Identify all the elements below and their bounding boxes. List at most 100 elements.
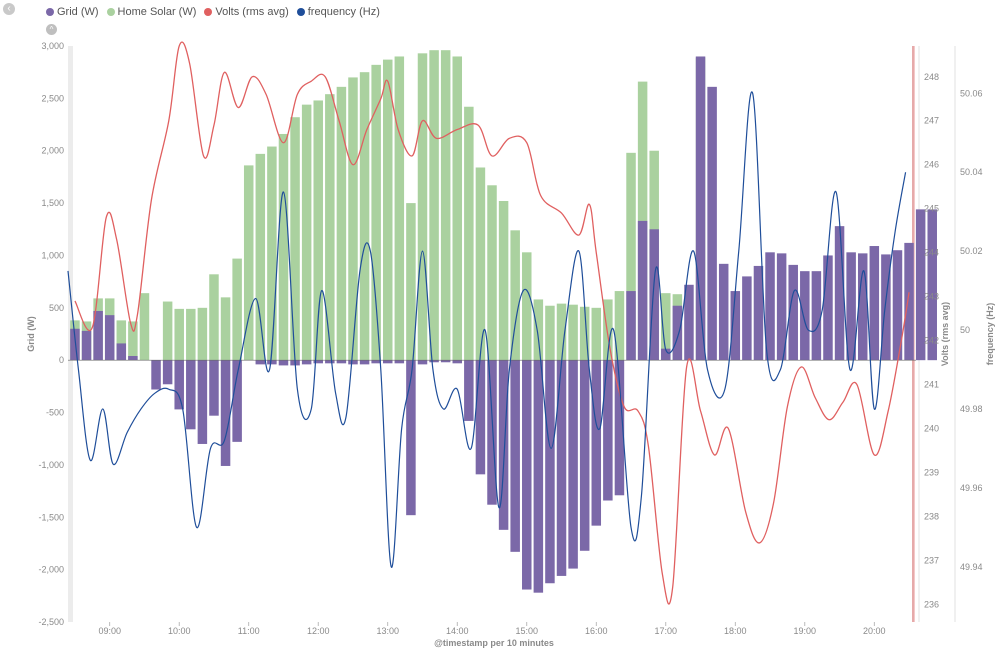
x-tick-label: 13:00 bbox=[376, 626, 399, 636]
grid-bar bbox=[846, 252, 856, 361]
legend-dot-volts-icon bbox=[204, 8, 213, 16]
y-left-tick-label: 500 bbox=[49, 303, 64, 313]
grid-bar bbox=[209, 360, 219, 416]
grid-bar bbox=[255, 360, 266, 365]
grid-bar bbox=[823, 255, 833, 361]
lines-layer bbox=[67, 41, 910, 605]
y-volts-tick-label: 238 bbox=[924, 511, 939, 521]
grid-bar bbox=[197, 360, 208, 444]
grid-bar bbox=[927, 209, 937, 361]
y-freq-tick-label: 49.96 bbox=[960, 483, 983, 493]
y-left-tick-label: -500 bbox=[46, 408, 64, 418]
x-tick-label: 18:00 bbox=[724, 626, 747, 636]
grid-bar bbox=[440, 360, 451, 363]
y-left-tick-label: -2,000 bbox=[38, 565, 64, 575]
y-volts-tick-label: 247 bbox=[924, 116, 939, 126]
solar-bar bbox=[452, 56, 463, 361]
grid-bar bbox=[834, 226, 845, 361]
grid-bar bbox=[336, 360, 347, 364]
solar-bar bbox=[417, 53, 428, 361]
grid-bar bbox=[498, 360, 509, 530]
legend-item-freq[interactable]: frequency (Hz) bbox=[296, 6, 380, 18]
legend-dot-grid-icon bbox=[46, 8, 54, 16]
solar-bar bbox=[220, 297, 231, 361]
solar-bar bbox=[128, 321, 138, 361]
solar-bar bbox=[522, 252, 532, 361]
grid-bar bbox=[718, 263, 729, 361]
solar-bar bbox=[336, 86, 347, 361]
y-freq-tick-label: 50.04 bbox=[960, 167, 983, 177]
y-volts-tick-label: 239 bbox=[924, 468, 939, 478]
grid-bar bbox=[174, 360, 184, 410]
y-volts-tick-label: 246 bbox=[924, 160, 939, 170]
x-tick-label: 14:00 bbox=[446, 626, 469, 636]
solar-bar bbox=[394, 56, 405, 361]
legend-item-volts[interactable]: Volts (rms avg) bbox=[204, 6, 289, 18]
grid-bar bbox=[915, 209, 926, 361]
legend-item-grid[interactable]: Grid (W) bbox=[46, 6, 99, 18]
solar-bar bbox=[579, 306, 590, 361]
solar-bar bbox=[440, 50, 451, 361]
y-left-tick-label: 2,000 bbox=[41, 146, 64, 156]
grid-bar bbox=[857, 253, 868, 361]
grid-bar bbox=[267, 360, 277, 365]
grid-bar bbox=[475, 360, 486, 475]
legend-dot-freq-icon bbox=[296, 8, 305, 16]
grid-bar bbox=[417, 360, 428, 365]
x-axis-title: @timestamp per 10 minutes bbox=[434, 638, 554, 648]
grid-bar bbox=[487, 360, 497, 505]
legend-toggle-icon[interactable]: ^ bbox=[46, 24, 57, 35]
y-volts-tick-label: 237 bbox=[924, 555, 939, 565]
grid-bar bbox=[278, 360, 289, 366]
solar-bar bbox=[325, 94, 335, 361]
collapse-panel-icon[interactable]: ‹ bbox=[3, 3, 15, 15]
solar-bar bbox=[243, 165, 254, 361]
x-tick-label: 10:00 bbox=[168, 626, 191, 636]
grid-bar bbox=[406, 360, 416, 516]
grid-bar bbox=[522, 360, 532, 590]
solar-bar bbox=[290, 117, 300, 361]
grid-bar bbox=[510, 360, 520, 552]
grid-bar bbox=[568, 360, 578, 569]
y-volts-tick-label: 242 bbox=[924, 336, 939, 346]
solar-bar bbox=[301, 104, 312, 361]
grid-bar bbox=[151, 360, 161, 390]
grid-bar bbox=[348, 360, 358, 365]
y-volts-tick-label: 241 bbox=[924, 380, 939, 390]
y-left-tick-label: 2,500 bbox=[41, 93, 64, 103]
x-tick-label: 09:00 bbox=[98, 626, 121, 636]
legend-label-freq: frequency (Hz) bbox=[307, 6, 380, 18]
y-left-tick-label: 0 bbox=[59, 355, 64, 365]
solar-bar bbox=[475, 167, 486, 361]
solar-bar bbox=[174, 308, 184, 361]
y-freq-tick-label: 50.06 bbox=[960, 88, 983, 98]
solar-bar bbox=[568, 304, 578, 361]
volts-line bbox=[74, 41, 910, 605]
y-volts-tick-label: 244 bbox=[924, 248, 939, 258]
legend-dot-solar-icon bbox=[106, 8, 115, 16]
grid-bar bbox=[579, 360, 590, 551]
x-tick-label: 16:00 bbox=[585, 626, 608, 636]
y-freq-tick-label: 50 bbox=[960, 325, 970, 335]
y-left-tick-label: -1,000 bbox=[38, 460, 64, 470]
y-freq-tick-label: 49.98 bbox=[960, 404, 983, 414]
solar-bar bbox=[313, 100, 323, 361]
grid-bar bbox=[545, 360, 555, 584]
bars-layer bbox=[70, 50, 937, 593]
solar-bar bbox=[359, 72, 370, 361]
grid-bar bbox=[591, 360, 602, 526]
grid-bar bbox=[232, 360, 242, 442]
grid-bar bbox=[603, 360, 613, 501]
grid-bar bbox=[661, 348, 671, 361]
grid-bar bbox=[93, 310, 103, 361]
solar-bar bbox=[487, 185, 497, 361]
grid-bar bbox=[776, 253, 787, 361]
solar-bar bbox=[545, 305, 555, 361]
y-volts-tick-label: 248 bbox=[924, 72, 939, 82]
grid-bar bbox=[533, 360, 544, 593]
y-freq-tick-label: 50.02 bbox=[960, 246, 983, 256]
y-left-tick-label: -2,500 bbox=[38, 617, 64, 627]
legend-label-grid: Grid (W) bbox=[57, 6, 99, 18]
legend-item-solar[interactable]: Home Solar (W) bbox=[106, 6, 196, 18]
